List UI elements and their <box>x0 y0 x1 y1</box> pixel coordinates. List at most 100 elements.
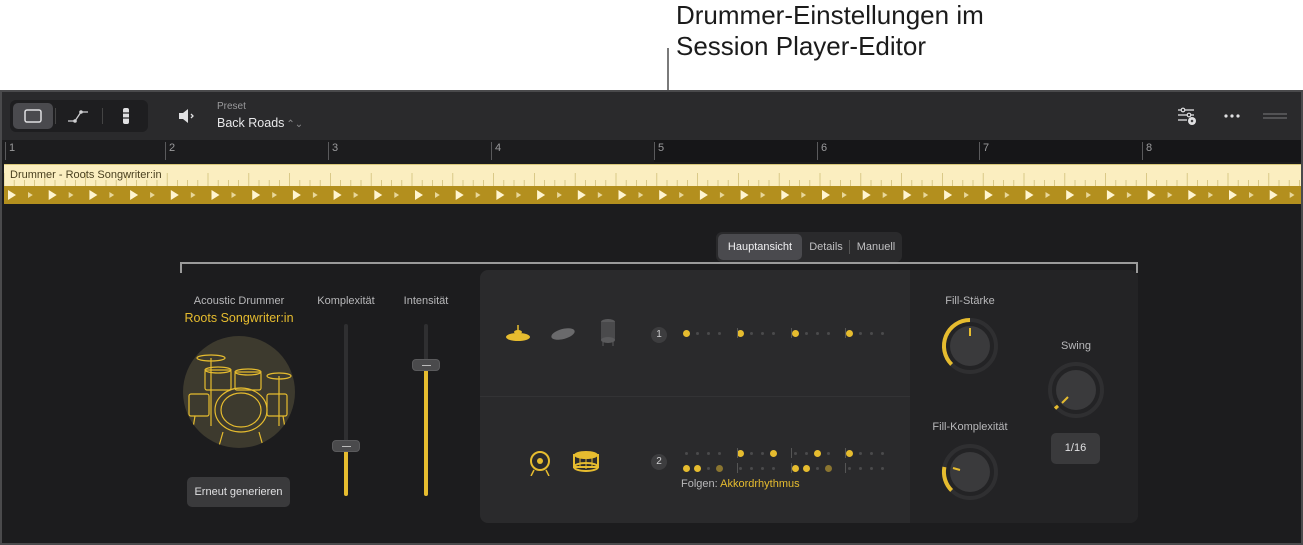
tab-manual[interactable]: Manuell <box>856 241 896 253</box>
region-hit-marker <box>964 192 969 198</box>
fill-strength-knob[interactable] <box>940 316 1000 376</box>
toolbar: Preset Back Roads ⌃⌄ <box>2 92 1301 140</box>
more-button[interactable] <box>1220 104 1244 128</box>
region-hit-marker <box>415 190 423 200</box>
region-hit-marker <box>719 192 725 198</box>
pattern-step[interactable] <box>750 331 753 335</box>
pattern-step-active[interactable] <box>802 464 810 472</box>
pattern-step[interactable] <box>706 331 710 335</box>
region-hit-marker <box>1249 192 1254 198</box>
region-hit-marker <box>109 192 115 198</box>
pattern-step[interactable] <box>881 451 884 455</box>
ruler-bar-label: 4 <box>491 142 501 160</box>
region-hit-marker <box>374 190 383 200</box>
pattern-step-active[interactable] <box>682 329 690 337</box>
pattern-step[interactable] <box>717 451 721 455</box>
pattern-step[interactable] <box>870 331 873 335</box>
tab-main-view[interactable]: Hauptansicht <box>718 234 802 260</box>
pattern-step-ghost[interactable] <box>824 464 832 472</box>
pattern-step-active[interactable] <box>846 449 853 457</box>
fill-strength-label: Fill-Stärke <box>945 295 995 307</box>
pattern-step[interactable] <box>739 466 742 470</box>
follow-setting[interactable]: Folgen: Akkordrhythmus <box>681 478 800 490</box>
pattern-step[interactable] <box>804 451 808 455</box>
pattern-step[interactable] <box>881 331 884 335</box>
tab-details[interactable]: Details <box>809 241 843 253</box>
pattern-step-active[interactable] <box>813 449 821 457</box>
pattern-step[interactable] <box>695 451 699 455</box>
speaker-button[interactable] <box>176 107 196 125</box>
pattern-step[interactable] <box>848 466 851 470</box>
region-hit-marker <box>496 190 505 200</box>
pattern-step[interactable] <box>706 451 710 455</box>
pattern-step-active[interactable] <box>737 449 744 457</box>
pattern-step[interactable] <box>859 466 862 470</box>
pattern-step[interactable] <box>815 331 819 335</box>
pattern-step-active[interactable] <box>846 329 853 337</box>
pattern-step[interactable] <box>815 466 819 470</box>
pattern-step-active[interactable] <box>791 464 799 472</box>
pattern-step[interactable] <box>793 451 797 455</box>
pattern-step[interactable] <box>881 466 884 470</box>
region-hit-marker <box>8 190 16 200</box>
view-segmented-control <box>10 100 148 132</box>
intensity-thumb[interactable] <box>412 359 440 372</box>
region-view-button[interactable] <box>13 103 53 129</box>
pattern-step[interactable] <box>804 331 808 335</box>
pattern-step[interactable] <box>826 331 830 335</box>
swing-resolution-button[interactable]: 1/16 <box>1051 433 1100 464</box>
snare-drum-button[interactable] <box>572 450 600 472</box>
pattern-step-active[interactable] <box>682 464 690 472</box>
pattern-step[interactable] <box>826 451 830 455</box>
pattern-step[interactable] <box>761 466 764 470</box>
fill-complexity-knob[interactable] <box>940 442 1000 502</box>
intensity-slider[interactable] <box>412 324 440 496</box>
pattern-step[interactable] <box>761 331 764 335</box>
regenerate-button[interactable]: Erneut generieren <box>187 477 290 507</box>
bar-ruler[interactable]: 1 2 3 4 5 6 7 8 <box>2 140 1301 162</box>
resize-handle[interactable] <box>1260 104 1290 128</box>
beat-separator <box>844 448 846 458</box>
cajon-button[interactable] <box>599 318 617 346</box>
ellipsis-icon <box>1224 114 1240 118</box>
automation-view-button[interactable] <box>58 103 98 129</box>
drummer-style[interactable]: Roots Songwriter:in <box>184 311 294 325</box>
pattern-step[interactable] <box>870 451 873 455</box>
complexity-thumb[interactable] <box>332 440 360 453</box>
pattern-step[interactable] <box>750 451 753 455</box>
pattern-step[interactable] <box>859 331 862 335</box>
pattern-step[interactable] <box>717 331 721 335</box>
drummer-region[interactable]: Drummer - Roots Songwriter:in <box>4 164 1301 204</box>
pattern-step-active[interactable] <box>791 329 799 337</box>
pattern-step[interactable] <box>761 451 764 455</box>
beat-separator <box>790 463 792 473</box>
pattern-panel <box>480 270 1138 523</box>
pattern-step-ghost[interactable] <box>715 464 723 472</box>
region-hit-marker <box>455 190 464 200</box>
pattern-step[interactable] <box>750 466 753 470</box>
region-hit-marker <box>89 190 98 200</box>
pattern-step[interactable] <box>870 466 873 470</box>
pattern-step[interactable] <box>695 331 699 335</box>
pattern-step[interactable] <box>684 451 688 455</box>
pattern-step[interactable] <box>706 466 710 470</box>
intensity-label: Intensität <box>403 295 449 307</box>
follow-label: Folgen: <box>681 478 718 490</box>
shaker-button[interactable] <box>549 324 577 342</box>
drum-kit-view-button[interactable] <box>106 103 146 129</box>
pattern-step-active[interactable] <box>737 329 744 337</box>
pattern-step-active[interactable] <box>693 464 701 472</box>
swing-knob[interactable] <box>1046 360 1106 420</box>
pattern-step[interactable] <box>772 466 775 470</box>
pattern-step-active[interactable] <box>770 449 777 457</box>
region-hit-marker <box>211 190 220 200</box>
complexity-slider[interactable] <box>332 324 360 496</box>
pattern-step[interactable] <box>772 331 775 335</box>
kick-drum-button[interactable] <box>529 450 551 477</box>
track-settings-button[interactable] <box>1175 104 1199 128</box>
region-hit-marker <box>231 192 237 198</box>
ruler-bar-label: 8 <box>1142 142 1152 160</box>
pattern-step[interactable] <box>859 451 862 455</box>
preset-selector[interactable]: Back Roads ⌃⌄ <box>217 116 303 130</box>
cymbal-button[interactable] <box>504 322 532 344</box>
